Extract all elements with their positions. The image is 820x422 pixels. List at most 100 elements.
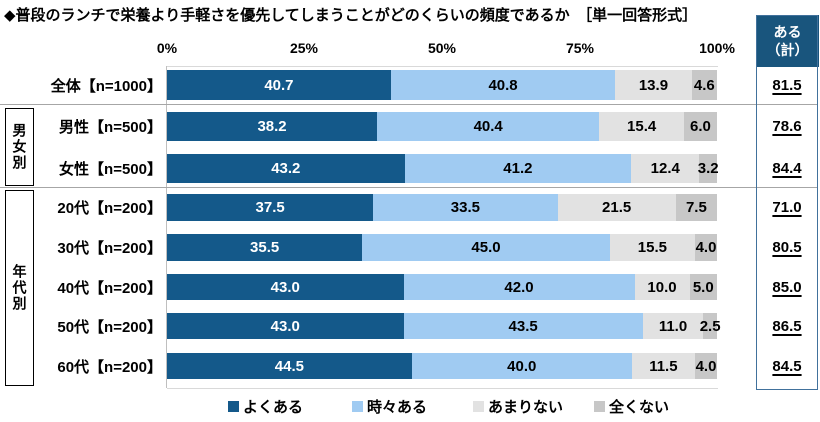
bar-segment-mattakunai: 6.0	[683, 112, 717, 141]
separator-line	[0, 187, 818, 188]
totals-header-line2: （計）	[766, 42, 809, 58]
chart-title: ◆普段のランチで栄養より手軽さを優先してしまうことがどのくらいの頻度であるか ［…	[4, 7, 698, 24]
chart-row: 60代【n=200】 44.5 40.0 11.5 4.0 84.5	[0, 353, 820, 379]
bar-segment-yokuaru: 37.5	[167, 194, 374, 221]
bar-segment-yokuaru: 44.5	[167, 353, 412, 379]
segment-value: 10.0	[647, 278, 677, 296]
segment-value: 35.5	[250, 239, 280, 256]
segment-value: 40.0	[507, 357, 537, 375]
axis-tick-75: 75%	[565, 40, 595, 56]
stacked-bar: 43.0 42.0 10.0 5.0	[167, 274, 717, 300]
bar-segment-mattakunai: 5.0	[689, 274, 717, 300]
total-value: 84.4	[772, 160, 802, 177]
legend-swatch-mattakunai	[594, 400, 605, 412]
stacked-bar: 44.5 40.0 11.5 4.0	[167, 353, 717, 379]
plot-bottom-border	[167, 388, 718, 389]
bar-segment-amarinai: 10.0	[634, 274, 690, 300]
row-label: 全体【n=1000】	[50, 77, 162, 95]
bar-segment-yokuaru: 43.0	[167, 313, 404, 339]
total-value: 80.5	[772, 239, 802, 256]
stacked-bar: 37.5 33.5 21.5 7.5	[167, 194, 717, 221]
total-value: 86.5	[772, 317, 802, 335]
axis-tick-0: 0%	[156, 40, 178, 56]
bar-segment-amarinai: 11.5	[631, 353, 695, 379]
row-label: 女性【n=500】	[59, 161, 162, 178]
chart-row: 男性【n=500】 38.2 40.4 15.4 6.0 78.6	[0, 112, 820, 141]
segment-value: 42.0	[504, 278, 534, 296]
axis-tick-100: 100%	[699, 40, 735, 56]
plot-top-border	[167, 66, 718, 67]
segment-value: 44.5	[274, 357, 304, 375]
bar-segment-amarinai: 11.0	[642, 313, 704, 339]
chart-row: 40代【n=200】 43.0 42.0 10.0 5.0 85.0	[0, 274, 820, 300]
segment-value: 15.5	[637, 239, 667, 256]
segment-value: 41.2	[503, 160, 533, 177]
bar-segment-yokuaru: 35.5	[167, 234, 363, 261]
row-label: 50代【n=200】	[57, 318, 162, 336]
legend-label: 全くない	[609, 398, 670, 416]
chart-row: 30代【n=200】 35.5 45.0 15.5 4.0 80.5	[0, 234, 820, 261]
segment-value: 6.0	[690, 118, 711, 135]
bar-segment-mattakunai: 2.5	[700, 313, 721, 339]
group-box-age: 年代別	[5, 190, 34, 386]
segment-value: 37.5	[255, 199, 285, 216]
bar-segment-mattakunai: 4.6	[691, 70, 717, 100]
segment-value: 2.5	[699, 317, 721, 335]
separator-line	[0, 104, 818, 105]
legend-item-mattakunai: 全くない	[594, 395, 669, 417]
chart-row: 50代【n=200】 43.0 43.5 11.0 2.5 86.5	[0, 313, 820, 339]
group-box-gender: 男女別	[5, 108, 34, 186]
row-label: 30代【n=200】	[57, 240, 162, 257]
axis-tick-50: 50%	[427, 40, 457, 56]
legend-label: よくある	[243, 398, 304, 416]
segment-value: 43.0	[270, 317, 300, 335]
row-label: 男性【n=500】	[59, 119, 162, 136]
total-value: 81.5	[772, 76, 802, 94]
bar-segment-tokidoki: 42.0	[403, 274, 635, 300]
total-value: 84.5	[772, 357, 802, 375]
bar-segment-amarinai: 13.9	[615, 70, 692, 100]
segment-value: 4.0	[695, 357, 717, 375]
total-value: 85.0	[772, 278, 802, 296]
segment-value: 45.0	[471, 239, 501, 256]
segment-value: 43.2	[271, 160, 301, 177]
total-value: 78.6	[772, 118, 802, 135]
bar-segment-mattakunai: 3.2	[698, 154, 719, 183]
bar-segment-mattakunai: 7.5	[675, 194, 717, 221]
legend-swatch-tokidoki	[352, 400, 363, 412]
bar-segment-tokidoki: 41.2	[404, 154, 632, 183]
legend-label: 時々ある	[367, 398, 428, 416]
legend-swatch-amarinai	[473, 400, 484, 412]
legend: よくある 時々ある あまりない 全くない	[0, 395, 820, 417]
segment-value: 11.5	[649, 357, 678, 375]
stacked-bar: 40.7 40.8 13.9 4.6	[167, 70, 717, 100]
bar-segment-yokuaru: 38.2	[167, 112, 378, 141]
segment-value: 5.0	[692, 278, 714, 296]
totals-header-line1: ある	[773, 23, 802, 40]
segment-value: 43.0	[270, 278, 300, 296]
row-label: 20代【n=200】	[57, 200, 162, 217]
totals-header: ある （計）	[756, 15, 819, 67]
bar-segment-amarinai: 15.5	[609, 234, 695, 261]
bar-segment-yokuaru: 43.2	[167, 154, 405, 183]
segment-value: 7.5	[685, 199, 707, 216]
segment-value: 11.0	[658, 317, 688, 335]
legend-item-yokuaru: よくある	[228, 395, 303, 417]
bar-segment-tokidoki: 33.5	[373, 194, 558, 221]
bar-segment-yokuaru: 40.7	[167, 70, 391, 100]
segment-value: 21.5	[602, 199, 632, 216]
bar-segment-tokidoki: 43.5	[403, 313, 643, 339]
segment-value: 12.4	[650, 160, 680, 177]
bar-segment-amarinai: 15.4	[599, 112, 684, 141]
chart-row: 20代【n=200】 37.5 33.5 21.5 7.5 71.0	[0, 194, 820, 221]
stacked-bar: 43.0 43.5 11.0 2.5	[167, 313, 721, 339]
chart-row: 女性【n=500】 43.2 41.2 12.4 3.2 84.4	[0, 154, 820, 183]
stacked-bar: 43.2 41.2 12.4 3.2	[167, 154, 719, 183]
stacked-bar: 38.2 40.4 15.4 6.0	[167, 112, 717, 141]
bar-segment-amarinai: 21.5	[557, 194, 676, 221]
bar-segment-tokidoki: 45.0	[362, 234, 610, 261]
segment-value: 38.2	[257, 118, 287, 135]
segment-value: 40.8	[488, 76, 518, 94]
total-value: 71.0	[772, 199, 802, 216]
